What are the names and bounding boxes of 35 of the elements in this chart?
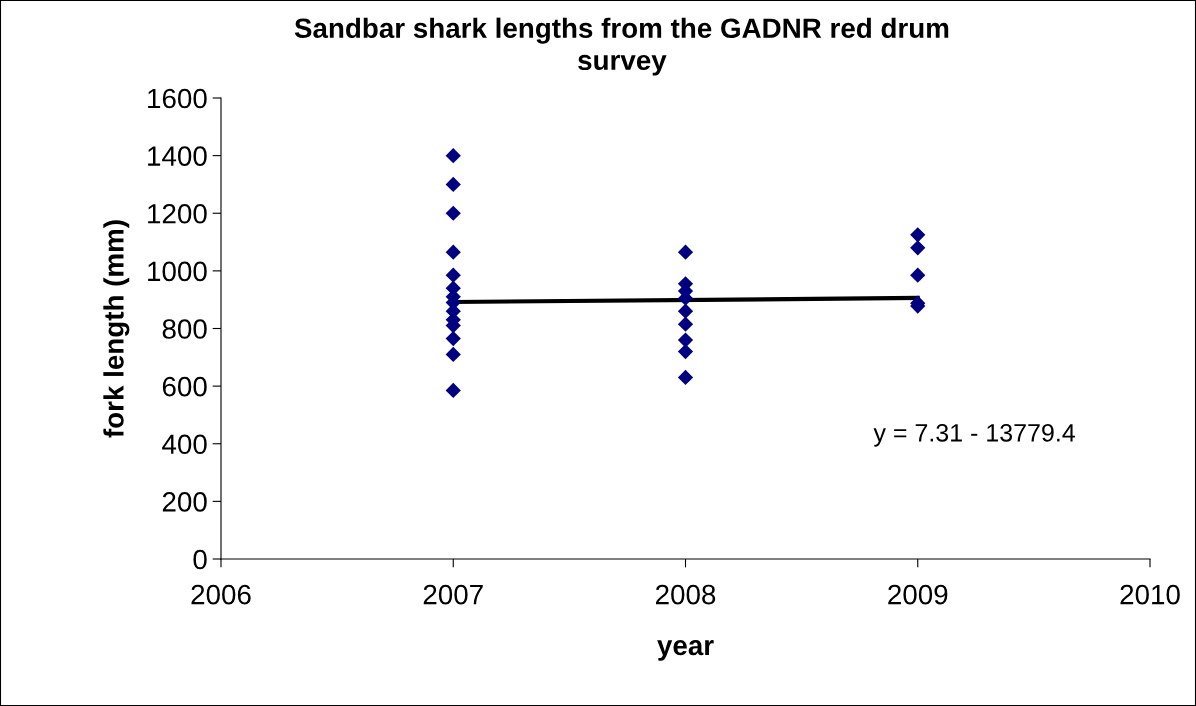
y-axis-title: fork length (mm) xyxy=(103,220,130,438)
point xyxy=(445,382,461,399)
y-tick-label: 1200 xyxy=(148,203,207,224)
point xyxy=(677,316,694,332)
x-tick-label: 2006 xyxy=(191,584,251,605)
point xyxy=(677,244,694,260)
x-tick-label: 2007 xyxy=(423,584,483,605)
point xyxy=(677,332,694,348)
point xyxy=(910,267,926,283)
y-tick-label: 600 xyxy=(162,376,207,397)
point xyxy=(445,330,461,347)
point xyxy=(677,369,694,386)
x-tick-label: 2010 xyxy=(1120,584,1180,605)
point xyxy=(910,227,926,243)
x-tick-label: 2008 xyxy=(656,584,716,605)
point xyxy=(677,343,694,360)
x-axis-title: year xyxy=(657,640,714,661)
y-tick-label: 200 xyxy=(162,492,207,512)
y-tick-label: 400 xyxy=(162,434,207,455)
point xyxy=(445,244,461,260)
y-tick-label: 1000 xyxy=(148,261,207,282)
point xyxy=(445,267,461,283)
chart-title: Sandbar shark lengths from the GADNR red drum survey xyxy=(294,17,949,76)
y-tick-label: 1400 xyxy=(148,146,207,166)
y-tick-label: 800 xyxy=(162,319,207,339)
annotation: y = 7.31 - 13779.4 xyxy=(873,423,1075,447)
point xyxy=(445,205,461,221)
point xyxy=(445,176,461,193)
point xyxy=(677,303,694,319)
point xyxy=(910,240,926,256)
point xyxy=(445,346,461,363)
y-tick-label: 0 xyxy=(193,549,207,570)
point xyxy=(445,148,461,164)
y-tick-label: 1600 xyxy=(148,88,207,109)
x-tick-label: 2009 xyxy=(888,584,948,605)
